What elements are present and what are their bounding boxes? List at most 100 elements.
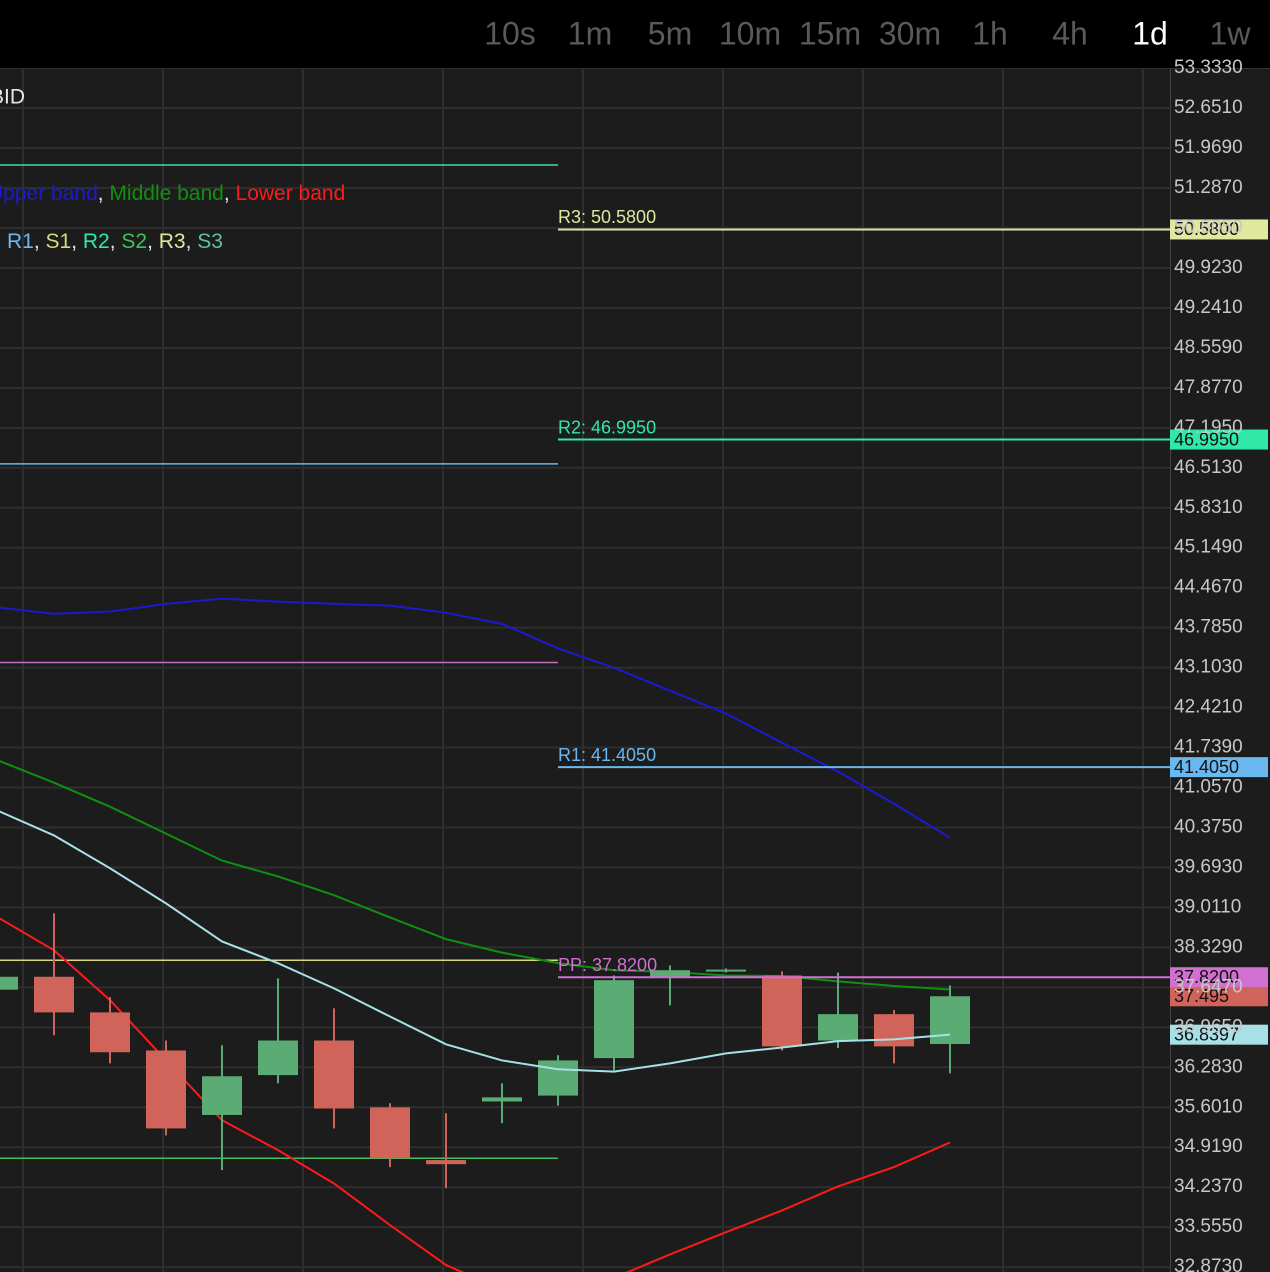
y-tick-label: 42.4210 — [1174, 697, 1243, 718]
y-tick-label: 43.7850 — [1174, 617, 1243, 638]
candle-body — [594, 980, 634, 1059]
pivot-badge-text: 46.9950 — [1174, 429, 1239, 449]
legend-separator: , — [110, 230, 122, 253]
legend-separator: , — [147, 230, 159, 253]
legend-entry: R2 — [83, 230, 110, 253]
indicator-line — [0, 597, 951, 839]
y-tick-label: 41.0570 — [1174, 777, 1243, 798]
candle-body — [538, 1060, 578, 1096]
y-tick-label: 51.2870 — [1174, 177, 1243, 198]
candle-body — [0, 976, 18, 990]
last-price-badge-text: 37.495 — [1174, 986, 1229, 1006]
y-tick-label: 49.2410 — [1174, 297, 1243, 318]
y-tick-label: 39.6930 — [1174, 856, 1243, 877]
timeframe-button[interactable]: 1w — [1210, 15, 1252, 51]
y-tick-label: 46.5130 — [1174, 457, 1243, 478]
legend-separator: , — [186, 230, 198, 253]
y-tick-label: 41.7390 — [1174, 737, 1243, 758]
legend-entry: S3 — [197, 230, 223, 253]
candle-body — [314, 1040, 354, 1109]
candle-body — [146, 1050, 186, 1129]
candle-body — [482, 1097, 522, 1102]
y-tick-label: 51.9690 — [1174, 137, 1243, 158]
candle-body — [818, 1014, 858, 1041]
y-tick-label: 34.9190 — [1174, 1136, 1243, 1157]
indicator-line — [0, 810, 951, 1073]
legend-separator: , — [71, 230, 83, 253]
timeframe-button[interactable]: 4h — [1052, 15, 1088, 51]
y-tick-label: 39.0110 — [1174, 896, 1241, 917]
pivot-badge — [1170, 757, 1268, 778]
last-price-badge — [1170, 986, 1268, 1007]
legend-entry: R3 — [159, 230, 186, 253]
timeframe-button[interactable]: 10m — [719, 15, 781, 51]
y-tick-label: 45.1490 — [1174, 537, 1243, 558]
indicator-badge-text: 36.8397 — [1174, 1024, 1239, 1044]
y-tick-label: 35.6010 — [1174, 1096, 1243, 1117]
y-tick-label: 50.6050 — [1174, 217, 1243, 238]
legend-separator: , — [0, 230, 7, 253]
legend-entry: S1 — [46, 230, 72, 253]
timeframe-button[interactable]: 1d — [1132, 15, 1168, 51]
y-tick-label: 53.3330 — [1174, 57, 1243, 78]
timeframe-button[interactable]: 30m — [879, 15, 941, 51]
candle-body — [370, 1107, 410, 1159]
y-tick-label: 34.2370 — [1174, 1176, 1243, 1197]
legend: Upper band, Middle band, Lower band — [0, 182, 345, 205]
timeframe-button[interactable]: 5m — [648, 15, 692, 51]
indicator-badge — [1170, 1024, 1268, 1045]
y-tick-label: 38.3290 — [1174, 936, 1243, 957]
y-tick-label: 43.1030 — [1174, 657, 1243, 678]
candle-body — [874, 1014, 914, 1047]
legend-entry: Lower band — [236, 182, 346, 205]
candle-body — [34, 976, 74, 1013]
y-tick-label: 37.6470 — [1174, 976, 1243, 997]
candle-body — [706, 969, 746, 972]
candle-body — [930, 996, 970, 1045]
y-tick-label: 36.9650 — [1174, 1016, 1243, 1037]
y-tick-label: 47.8770 — [1174, 377, 1243, 398]
pivot-label: PP: 37.8200 — [558, 955, 657, 975]
candle-body — [258, 1040, 298, 1076]
y-tick-label: 49.9230 — [1174, 257, 1243, 278]
pivot-label: R3: 50.5800 — [558, 207, 656, 227]
y-tick-label: 40.3750 — [1174, 817, 1243, 838]
pivot-label: R1: 41.4050 — [558, 745, 656, 765]
y-tick-label: 36.2830 — [1174, 1056, 1243, 1077]
candle-body — [426, 1160, 466, 1165]
candle-body — [202, 1076, 242, 1115]
y-tick-label: 47.1950 — [1174, 417, 1243, 438]
y-tick-label: 52.6510 — [1174, 97, 1243, 118]
pivot-badge-text: 41.4050 — [1174, 757, 1239, 777]
y-tick-label: 45.8310 — [1174, 497, 1243, 518]
pivot-badge — [1170, 967, 1268, 988]
pivot-badge — [1170, 429, 1268, 450]
y-tick-label: 32.8730 — [1174, 1256, 1243, 1272]
legend-separator: , — [34, 230, 46, 253]
toolbar — [0, 0, 1270, 68]
candle-body — [90, 1012, 130, 1053]
timeframe-button[interactable]: 1h — [972, 15, 1008, 51]
y-tick-label: 44.4670 — [1174, 577, 1243, 598]
timeframe-button[interactable]: 10s — [484, 15, 536, 51]
pivot-badge — [1170, 219, 1268, 240]
y-tick-label: 33.5550 — [1174, 1216, 1243, 1237]
candle-body — [762, 975, 802, 1047]
timeframe-button[interactable]: 1m — [568, 15, 612, 51]
pivot-badge-text: 37.8200 — [1174, 967, 1239, 987]
legend-entry: Middle band — [109, 182, 223, 205]
legend-entry: R1 — [7, 230, 34, 253]
indicator-line — [0, 917, 951, 1272]
legend-separator: , — [224, 182, 236, 205]
legend-entry: S2 — [121, 230, 147, 253]
pivot-label: R2: 46.9950 — [558, 417, 656, 437]
instrument-label: BID — [0, 86, 25, 109]
pivot-badge-text: 50.5800 — [1174, 219, 1239, 239]
candle-body — [650, 970, 690, 978]
legend: PP, R1, S1, R2, S2, R3, S3 — [0, 230, 223, 253]
legend-entry: Upper band — [0, 182, 98, 205]
timeframe-button[interactable]: 15m — [799, 15, 861, 51]
legend-separator: , — [98, 182, 110, 205]
y-tick-label: 48.5590 — [1174, 337, 1243, 358]
